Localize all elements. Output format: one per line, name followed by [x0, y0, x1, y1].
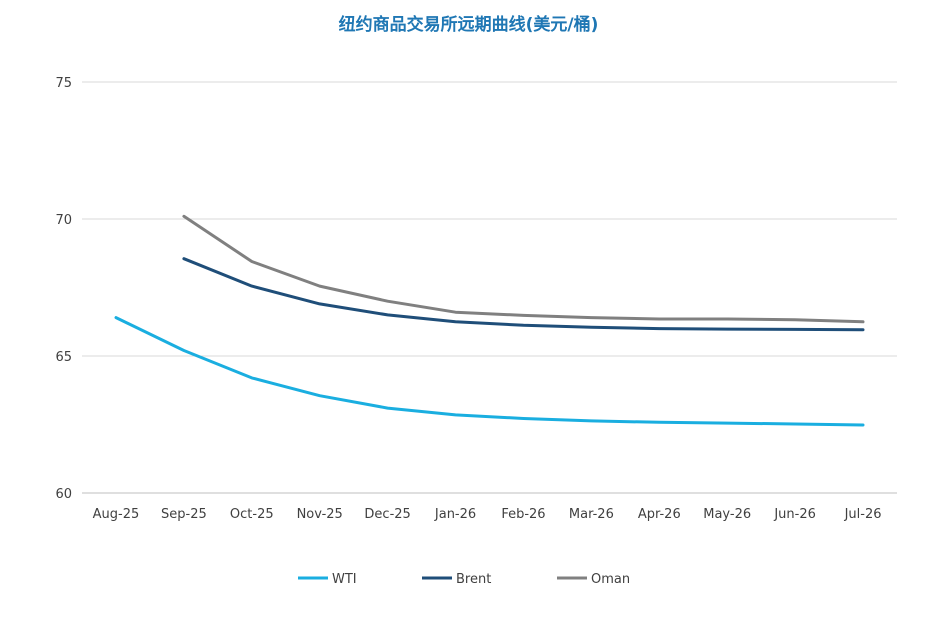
x-tick-label: Oct-25 — [230, 507, 274, 522]
chart-title: 纽约商品交易所远期曲线(美元/桶) — [338, 15, 599, 35]
legend-label-wti: WTI — [332, 572, 357, 587]
y-tick-label: 70 — [55, 213, 72, 228]
x-tick-label: Apr-26 — [638, 507, 681, 522]
x-tick-label: Mar-26 — [569, 507, 614, 522]
x-tick-label: Jun-26 — [773, 507, 816, 522]
y-tick-label: 60 — [55, 487, 72, 502]
series-line-brent — [182, 257, 865, 332]
x-tick-label: May-26 — [703, 507, 751, 522]
legend-label-brent: Brent — [456, 572, 491, 587]
x-tick-label: Feb-26 — [501, 507, 545, 522]
y-tick-label: 65 — [55, 350, 72, 365]
y-tick-label: 75 — [55, 76, 72, 91]
x-tick-label: Jan-26 — [434, 507, 476, 522]
series-line-oman — [182, 214, 865, 324]
series-line-wti — [114, 316, 865, 427]
x-tick-label: Nov-25 — [297, 507, 343, 522]
x-tick-label: Aug-25 — [93, 507, 140, 522]
legend-label-oman: Oman — [591, 572, 630, 587]
x-tick-label: Jul-26 — [844, 507, 882, 522]
x-tick-label: Dec-25 — [364, 507, 410, 522]
x-tick-label: Sep-25 — [161, 507, 207, 522]
